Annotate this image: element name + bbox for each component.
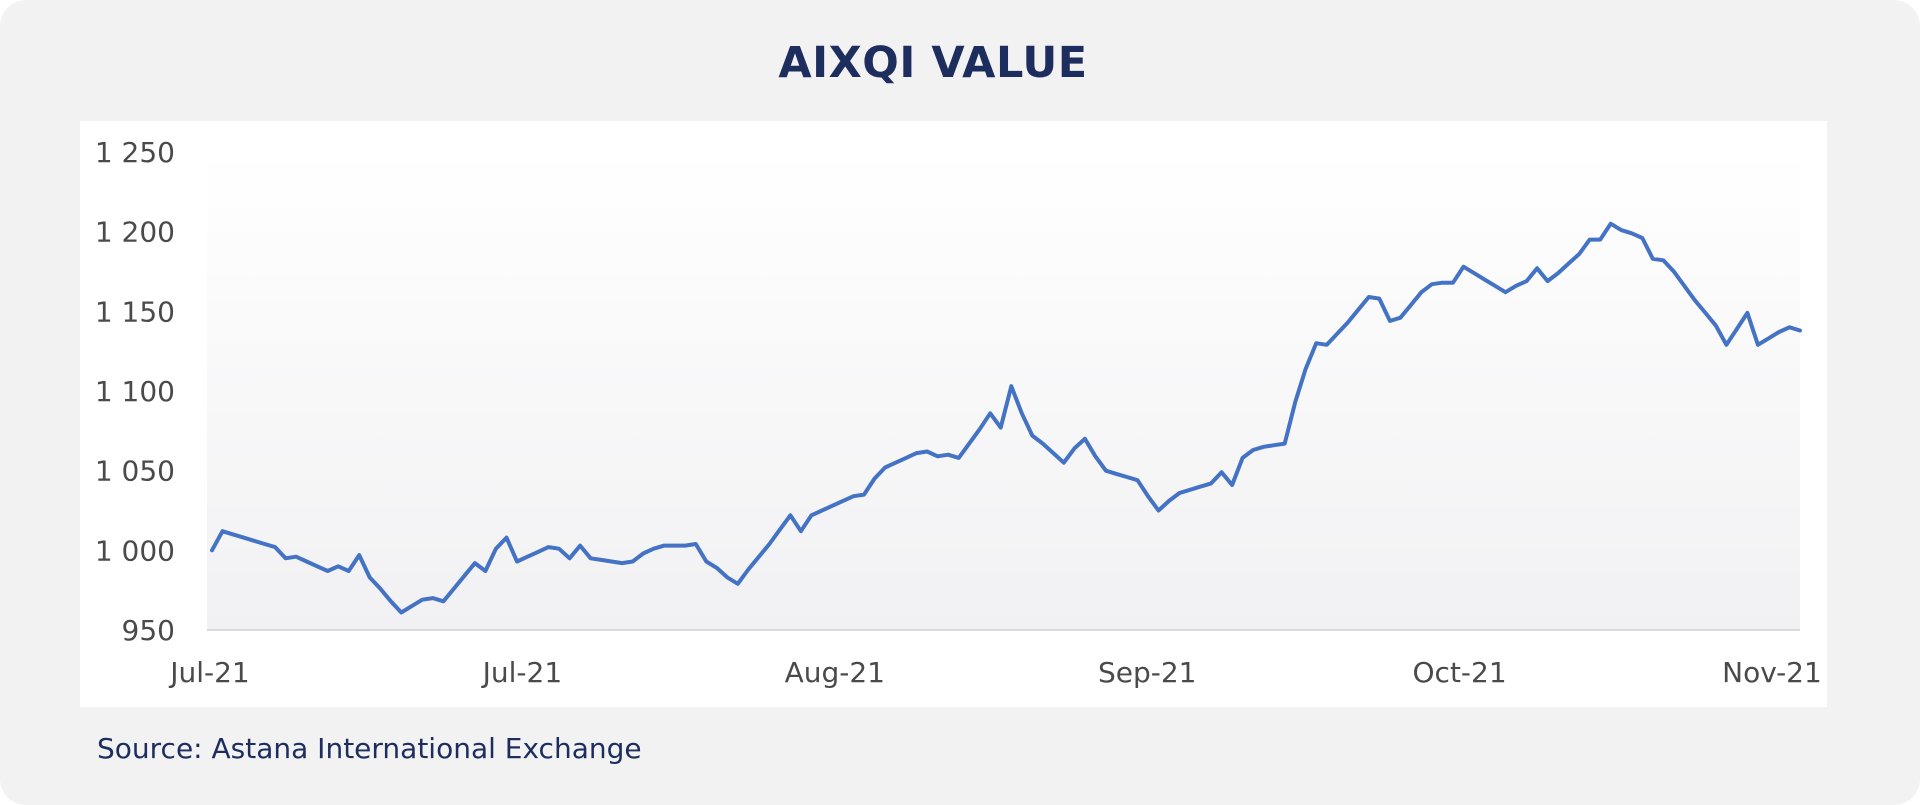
- y-tick-label: 1 200: [95, 216, 175, 249]
- x-tick-label: Jul-21: [168, 656, 250, 689]
- plot-panel: 950 1 000 1 050 1 100 1 150 1 200 1 250 Jul-21…: [80, 121, 1827, 707]
- x-tick-label: Nov-21: [1722, 656, 1822, 689]
- x-tick-label: Oct-21: [1413, 656, 1507, 689]
- y-tick-label: 1 050: [95, 455, 175, 488]
- line-chart: 950 1 000 1 050 1 100 1 150 1 200 1 250 Jul-21…: [95, 136, 1822, 689]
- y-tick-label: 1 250: [95, 136, 175, 169]
- x-tick-label: Aug-21: [785, 656, 885, 689]
- y-axis-ticks: 950 1 000 1 050 1 100 1 150 1 200 1 250: [95, 136, 175, 647]
- x-axis-ticks: Jul-21 Jul-21 Aug-21 Sep-21 Oct-21 Nov-21: [168, 656, 1822, 689]
- series-line-aixqi: [210, 221, 1802, 615]
- y-tick-label: 1 150: [95, 295, 175, 328]
- source-note: Source: Astana International Exchange: [97, 732, 642, 765]
- x-tick-label: Jul-21: [481, 656, 563, 689]
- y-tick-label: 1 100: [95, 375, 175, 408]
- x-tick-label: Sep-21: [1098, 656, 1197, 689]
- chart-title: AIXQI VALUE: [778, 38, 1088, 88]
- y-tick-label: 950: [122, 614, 175, 647]
- plot-area: [207, 152, 1800, 630]
- y-tick-label: 1 000: [95, 534, 175, 567]
